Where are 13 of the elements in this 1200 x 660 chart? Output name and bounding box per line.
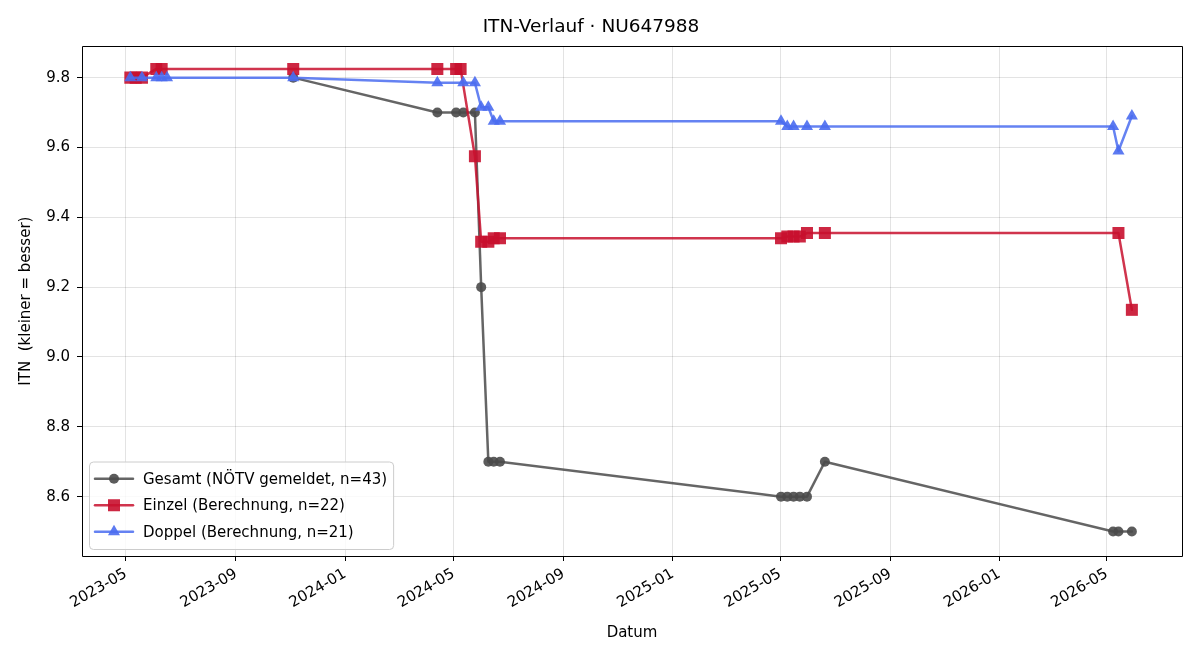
y-tick-label: 9.2 <box>46 277 70 296</box>
y-tick-label: 9.6 <box>46 137 70 156</box>
legend-label: Doppel (Berechnung, n=21) <box>143 522 354 541</box>
y-axis-title: ITN (kleiner = besser) <box>15 216 34 386</box>
y-tick-label: 9.4 <box>46 207 70 226</box>
y-tick-label: 8.6 <box>46 486 70 505</box>
legend-label: Einzel (Berechnung, n=22) <box>143 496 345 515</box>
y-tick-label: 9.0 <box>46 346 70 365</box>
x-axis-title: Datum <box>606 622 658 641</box>
chart-title: ITN-Verlauf · NU647988 <box>482 14 700 36</box>
legend-label: Gesamt (NÖTV gemeldet, n=43) <box>143 468 388 488</box>
y-tick-label: 9.8 <box>46 67 70 86</box>
y-tick-label: 8.8 <box>46 416 70 435</box>
